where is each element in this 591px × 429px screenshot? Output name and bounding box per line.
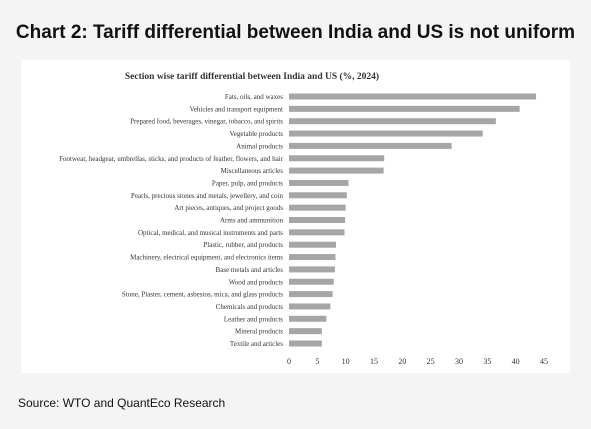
x-tick-label: 35 — [483, 357, 491, 366]
bar — [289, 266, 335, 273]
category-label: Leather and products — [224, 315, 283, 323]
category-labels-group: Fats, oils, and waxes Vehicles and transp… — [59, 93, 284, 348]
category-label: Footwear, headgear, umbrellas, sticks, a… — [59, 155, 284, 163]
bars-group — [289, 93, 537, 347]
bar — [289, 192, 347, 199]
bar — [289, 340, 322, 347]
category-label: Machinery, electrical equipment, and ele… — [130, 254, 283, 262]
bar — [289, 328, 322, 335]
category-label: Animal products — [236, 142, 283, 150]
x-tick-label: 5 — [315, 357, 319, 366]
bar — [289, 315, 327, 322]
category-label: Wood and products — [229, 278, 284, 286]
bar — [289, 118, 496, 125]
bar — [289, 142, 452, 149]
bar — [289, 241, 337, 248]
bar — [289, 105, 520, 112]
category-label: Plastic, rubber, and products — [203, 241, 283, 249]
bar — [289, 179, 349, 186]
category-label: Optical, medical, and musical instrument… — [138, 229, 283, 237]
category-label: Arms and ammunition — [220, 217, 283, 225]
bar — [289, 278, 334, 285]
x-tick-label: 30 — [455, 357, 463, 366]
x-tick-label: 10 — [342, 357, 350, 366]
bar — [289, 229, 345, 236]
category-label: Paper, pulp, and products — [212, 179, 283, 187]
category-label: Textile and articles — [230, 340, 283, 348]
bar — [289, 167, 384, 174]
bar — [289, 217, 346, 223]
page-title: Chart 2: Tariff differential between Ind… — [15, 22, 576, 43]
category-label: Chemicals and products — [216, 303, 284, 311]
category-label: Pearls, precious stones and metals, jewe… — [131, 192, 283, 200]
category-label: Mineral products — [235, 328, 283, 336]
category-label: Miscellaneous articles — [221, 167, 284, 175]
source-note: Source: WTO and QuantEco Research — [18, 396, 226, 410]
bar — [289, 254, 336, 261]
category-label: Prepared food, beverages, vinegar, tobac… — [130, 118, 283, 126]
x-tick-label: 15 — [370, 357, 378, 366]
bar — [289, 291, 333, 298]
x-tick-label: 40 — [512, 357, 520, 366]
x-tick-label: 25 — [427, 357, 435, 366]
bar — [289, 303, 331, 310]
x-tick-label: 45 — [540, 357, 548, 366]
bar — [289, 130, 483, 137]
category-label: Art pieces, antiques, and project goods — [174, 204, 283, 212]
bar — [289, 204, 346, 211]
category-label: Vehicles and transport equipment — [189, 105, 283, 113]
category-label: Fats, oils, and waxes — [225, 93, 283, 101]
bar-chart: Section wise tariff differential between… — [59, 71, 548, 366]
chart-title: Section wise tariff differential between… — [125, 71, 379, 82]
category-label: Vegetable products — [230, 130, 284, 138]
x-tick-labels-group: 0 5 10 15 20 25 30 35 40 45 — [287, 357, 548, 366]
category-label: Stone, Plaster, cement, asbestos, mica, … — [122, 291, 283, 299]
bar — [289, 93, 537, 100]
x-tick-label: 0 — [287, 357, 291, 366]
category-label: Base metals and articles — [216, 266, 284, 274]
bar — [289, 155, 385, 162]
x-tick-label: 20 — [398, 357, 406, 366]
chart-panel: Section wise tariff differential between… — [21, 60, 570, 373]
